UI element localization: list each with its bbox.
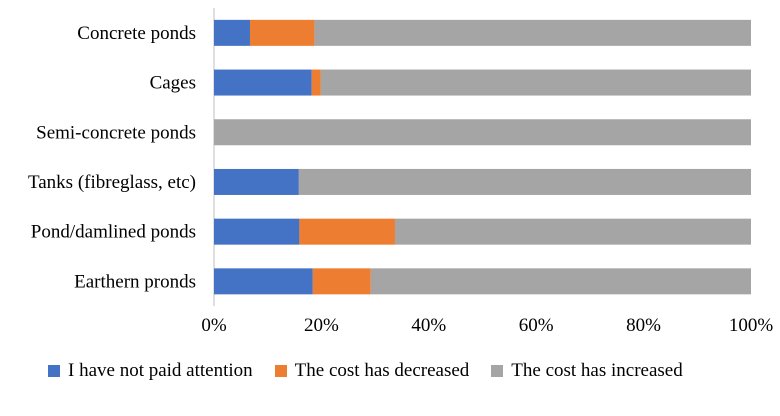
bar-segment — [311, 69, 321, 96]
legend-item-cost-decreased: The cost has decreased — [274, 360, 470, 382]
category-labels: Concrete ponds Cages Semi-concrete ponds Ta… — [28, 23, 196, 293]
bar-segment — [312, 268, 371, 295]
bar-segment — [214, 168, 299, 195]
x-tick-label: 40% — [411, 315, 446, 336]
bar-segment — [298, 168, 751, 195]
legend-item-not-paid-attention: I have not paid attention — [48, 360, 253, 382]
bars-group — [214, 19, 751, 295]
x-tick-label: 100% — [729, 315, 774, 336]
legend-swatch-blue — [48, 365, 60, 377]
legend-label: The cost has increased — [511, 360, 683, 381]
legend-label: The cost has decreased — [294, 360, 470, 381]
bar-segment — [214, 218, 300, 245]
legend-label: I have not paid attention — [68, 360, 253, 381]
bar-segment — [249, 19, 315, 46]
bar-segment — [320, 69, 751, 96]
x-tick-labels: 0% 20% 40% 60% 80% 100% — [201, 315, 773, 336]
legend-swatch-gray — [491, 365, 504, 377]
category-label: Cages — [150, 73, 196, 94]
x-tick-label: 20% — [304, 315, 339, 336]
category-label: Tanks (fibreglass, etc) — [28, 172, 196, 193]
category-label: Concrete ponds — [77, 23, 196, 44]
legend: I have not paid attention The cost has d… — [48, 360, 705, 382]
bar-segment — [314, 19, 751, 46]
bar-segment — [214, 69, 312, 96]
category-label: Semi-concrete ponds — [36, 122, 196, 143]
category-label: Pond/damlined ponds — [31, 222, 196, 243]
category-label: Earthern pronds — [74, 271, 196, 292]
x-tick-label: 60% — [519, 315, 554, 336]
x-tick-label: 0% — [201, 315, 227, 336]
bar-segment — [214, 19, 250, 46]
bar-segment — [214, 119, 751, 146]
bar-segment — [394, 218, 751, 245]
legend-item-cost-increased: The cost has increased — [491, 360, 683, 382]
bar-segment — [370, 268, 751, 295]
x-tick-label: 80% — [626, 315, 661, 336]
bar-segment — [299, 218, 395, 245]
bar-segment — [214, 268, 313, 295]
legend-swatch-orange — [274, 365, 287, 377]
